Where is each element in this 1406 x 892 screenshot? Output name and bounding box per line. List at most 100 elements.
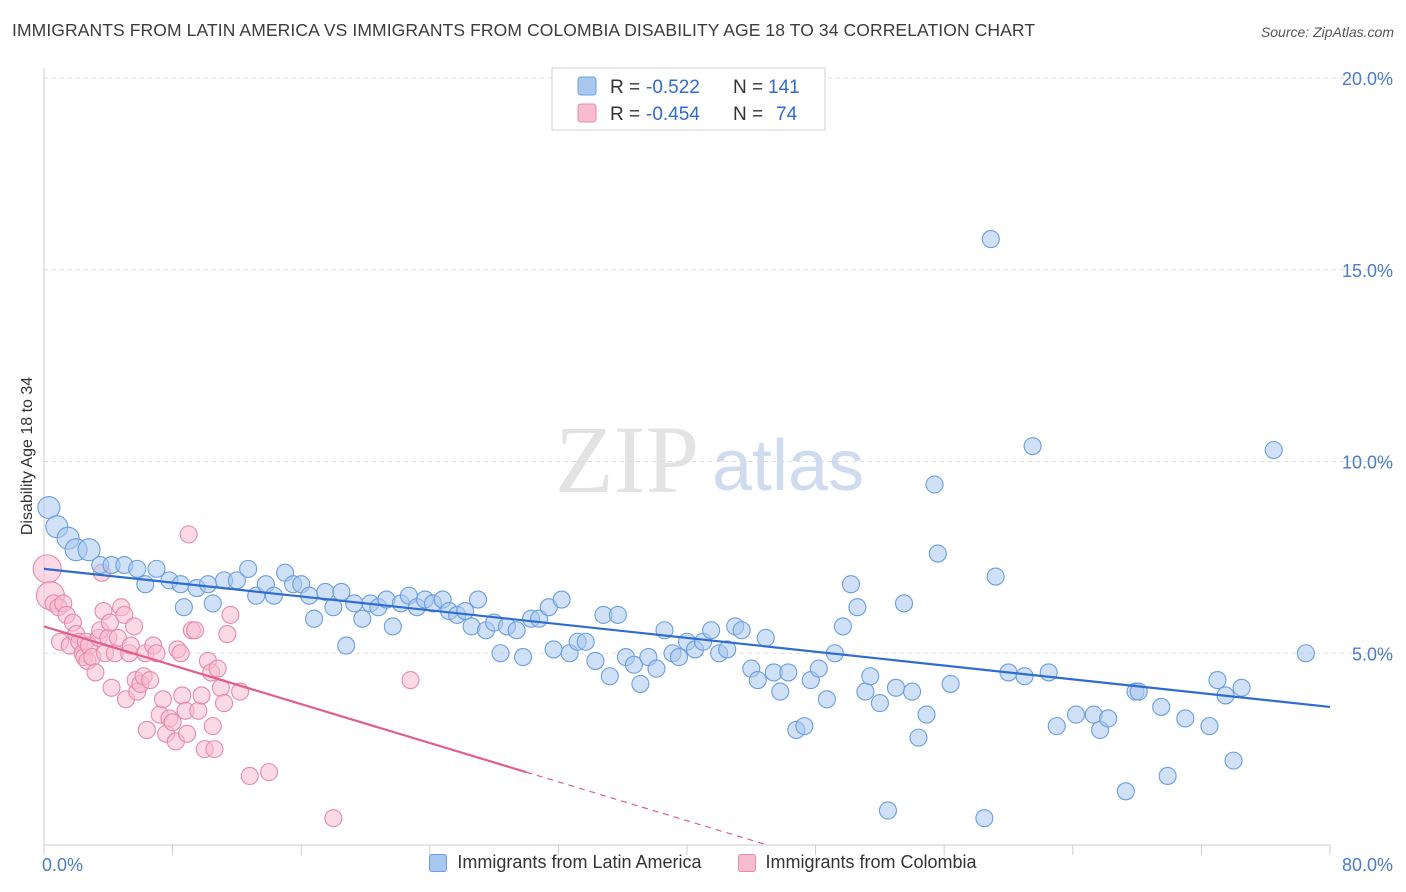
latin-america-point-80: [718, 640, 737, 659]
latin-america-point-69: [631, 674, 650, 693]
colombia-point-71: [259, 763, 279, 782]
colombia-point-57: [189, 701, 208, 720]
colombia-point-73: [401, 671, 420, 690]
latin-america-point-106: [917, 705, 936, 724]
colombia-point-32: [121, 636, 140, 655]
latin-america-point-102: [886, 678, 906, 697]
latin-america-point-92: [809, 659, 828, 678]
latin-america-point-31: [337, 636, 356, 655]
latin-america-point-112: [986, 567, 1005, 586]
colombia-points: [32, 525, 420, 828]
latin-america-point-84: [748, 671, 767, 690]
x-tick-label-min: 0.0%: [42, 855, 83, 875]
latin-america-point-27: [305, 609, 324, 628]
colombia-point-25: [102, 678, 121, 697]
trend-lines: [43, 567, 1331, 846]
latin-america-point-101: [878, 801, 897, 820]
legend-n-value-1: 141: [768, 77, 800, 98]
latin-america-point-109: [941, 674, 960, 693]
latin-america-point-82: [732, 621, 751, 640]
latin-america-point-48: [468, 590, 488, 609]
series-legend: Immigrants from Latin America Immigrants…: [0, 852, 1406, 873]
colombia-point-47: [163, 713, 182, 732]
series-label-latin-america: Immigrants from Latin America: [457, 852, 702, 872]
latin-america-point-22: [264, 586, 283, 605]
legend-n-value-2: 74: [776, 104, 798, 125]
colombia-point-50: [171, 644, 190, 663]
latin-america-point-87: [771, 682, 790, 701]
latin-america-point-100: [870, 694, 889, 713]
latin-america-point-95: [833, 617, 852, 636]
colombia-point-62: [203, 717, 222, 736]
latin-america-point-104: [902, 682, 922, 701]
latin-america-point-97: [848, 598, 867, 617]
series-swatch-colombia: [737, 853, 756, 872]
watermark-atlas: atlas: [712, 426, 864, 506]
colombia-trend-line-extension: [526, 771, 768, 846]
watermark: ZIP atlas: [555, 406, 864, 513]
latin-america-point-103: [894, 594, 914, 613]
latin-america-point-90: [795, 717, 814, 736]
latin-america-point-122: [1116, 782, 1135, 801]
latin-america-point-133: [1264, 440, 1283, 460]
latin-america-point-65: [600, 667, 619, 686]
latin-america-point-111: [981, 230, 1000, 249]
colombia-point-67: [218, 625, 237, 644]
latin-america-point-13: [174, 598, 193, 617]
latin-america-point-53: [507, 621, 526, 640]
y-tick-label-1: 10.0%: [1342, 453, 1393, 473]
colombia-point-70: [240, 766, 259, 786]
latin-america-point-99: [861, 667, 880, 686]
latin-america-point-131: [1224, 751, 1243, 770]
latin-america-point-68: [624, 655, 644, 674]
latin-america-point-62: [576, 632, 595, 651]
y-tick-labels: 5.0% 10.0% 15.0% 20.0%: [1342, 69, 1393, 664]
latin-america-point-96: [841, 575, 861, 594]
series-legend-item-colombia: Immigrants from Colombia: [737, 852, 977, 873]
latin-america-point-29: [324, 598, 343, 617]
colombia-point-58: [192, 686, 211, 705]
legend-n-label-2: N =: [733, 104, 763, 125]
latin-america-point-125: [1152, 697, 1171, 716]
x-tick-labels: 0.0% 80.0%: [42, 855, 1393, 875]
latin-america-point-59: [552, 590, 571, 609]
latin-america-point-15: [198, 575, 218, 594]
latin-america-point-19: [239, 559, 258, 578]
series-legend-item-latin-america: Immigrants from Latin America: [429, 852, 702, 873]
legend-r-label-1: R =: [610, 77, 640, 98]
colombia-point-42: [147, 644, 166, 663]
latin-america-point-78: [702, 621, 721, 640]
legend-n-label-1: N =: [733, 77, 763, 98]
latin-america-trend-line: [43, 567, 1331, 709]
legend-r-label-2: R =: [610, 104, 640, 125]
latin-america-point-134: [1296, 644, 1315, 663]
latin-america-point-126: [1158, 766, 1177, 786]
latin-america-points: [37, 230, 1315, 828]
colombia-point-44: [153, 690, 173, 709]
latin-america-point-4: [77, 538, 101, 562]
latin-america-point-114: [1015, 667, 1034, 686]
latin-america-point-98: [856, 682, 875, 701]
latin-america-point-107: [925, 475, 944, 494]
latin-america-point-129: [1208, 671, 1227, 690]
correlation-legend: R = -0.522 N = 141 R = -0.454 N = 74: [551, 67, 826, 131]
latin-america-point-117: [1047, 717, 1066, 736]
latin-america-point-128: [1200, 717, 1219, 736]
latin-america-point-110: [975, 809, 994, 828]
colombia-point-17: [86, 663, 105, 682]
latin-america-point-54: [513, 648, 533, 667]
y-tick-label-3: 20.0%: [1342, 69, 1393, 89]
x-tick-label-max: 80.0%: [1342, 855, 1393, 875]
chart-title: IMMIGRANTS FROM LATIN AMERICA VS IMMIGRA…: [12, 20, 1036, 40]
latin-america-point-66: [608, 605, 627, 624]
colombia-point-68: [221, 605, 240, 624]
latin-america-point-58: [544, 640, 563, 659]
axes: [43, 68, 1331, 855]
legend-swatch-latin-america: [577, 76, 597, 96]
colombia-point-54: [179, 525, 198, 544]
legend-r-value-1: -0.522: [646, 77, 700, 98]
source-label: Source: ZipAtlas.com: [1260, 24, 1394, 40]
latin-america-point-8: [128, 559, 147, 578]
latin-america-point-51: [491, 644, 510, 663]
